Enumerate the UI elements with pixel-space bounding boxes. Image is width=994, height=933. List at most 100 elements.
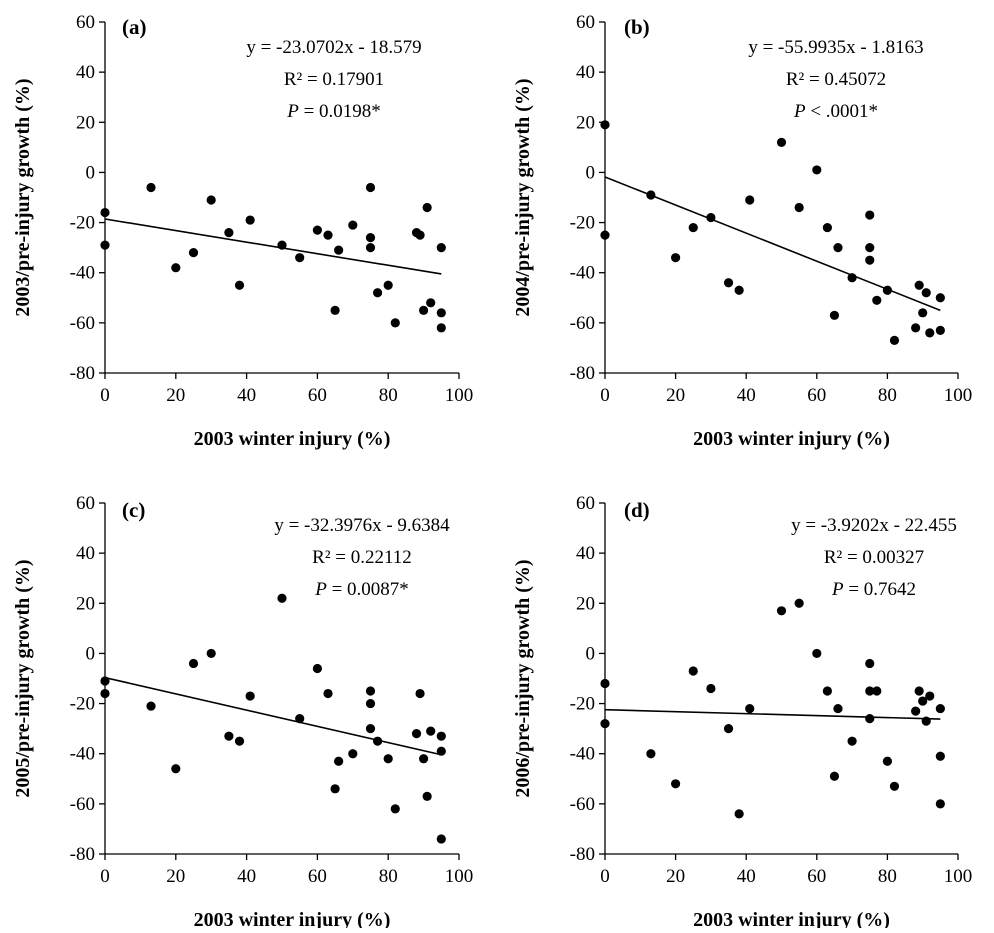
data-point [365, 182, 376, 193]
data-point [411, 729, 422, 739]
x-tick-label: 0 [100, 385, 110, 406]
data-point [436, 834, 446, 844]
data-point [794, 202, 804, 213]
y-tick-label: -80 [70, 363, 95, 384]
y-tick-label: -20 [570, 213, 595, 234]
panel-label: (a) [122, 15, 147, 39]
x-tick-label: 100 [445, 866, 474, 887]
p-value: = 0.0198* [299, 101, 381, 122]
x-tick-label: 100 [445, 385, 474, 406]
data-point [330, 784, 340, 794]
y-tick-label: 0 [86, 643, 96, 664]
data-point [822, 686, 832, 696]
data-point [935, 325, 945, 335]
data-point [188, 248, 199, 258]
panel-c: -80 -60 -40 -20 0 20 40 60 0 20 40 60 80 100 2003 wint… [12, 493, 474, 931]
data-point [671, 779, 681, 789]
data-point [723, 724, 734, 734]
data-point [436, 746, 446, 756]
data-point [426, 726, 436, 736]
data-point [872, 686, 882, 696]
panel-label: (d) [624, 498, 650, 522]
data-point [925, 691, 935, 701]
y-tick-label: -80 [570, 363, 595, 384]
data-point [365, 724, 376, 734]
x-tick-label: 60 [807, 866, 826, 887]
data-point [706, 212, 716, 223]
data-point [245, 691, 255, 701]
p-value-label: P = 0.7642 [831, 579, 916, 600]
data-point [833, 703, 843, 714]
data-point [323, 688, 333, 699]
trend-line [104, 676, 442, 756]
data-point [935, 799, 945, 809]
data-point [436, 731, 446, 741]
x-tick-label: 20 [666, 385, 685, 406]
x-tick-label: 40 [737, 385, 756, 406]
data-point [171, 764, 181, 774]
data-point [865, 255, 875, 265]
data-point [776, 137, 787, 147]
data-point [100, 688, 110, 699]
data-point [277, 240, 287, 250]
data-point [646, 749, 656, 759]
x-tick-label: 100 [944, 866, 973, 887]
data-point [865, 210, 875, 220]
y-tick-label: -20 [570, 694, 595, 715]
x-axis-title: 2003 winter injury (%) [194, 428, 391, 450]
data-point [935, 751, 945, 761]
data-point [365, 686, 376, 696]
y-tick-label: 20 [76, 593, 95, 614]
y-tick-label: 20 [76, 112, 95, 133]
data-point [383, 754, 393, 764]
y-tick-label: 60 [76, 12, 95, 33]
data-point [224, 228, 234, 238]
data-point [734, 285, 744, 295]
y-axis-title: 2004/pre-injury growth (%) [512, 78, 534, 316]
y-tick-label: 20 [576, 593, 595, 614]
x-tick-label: 80 [379, 866, 398, 887]
data-point [234, 280, 245, 290]
x-tick-label: 40 [237, 866, 256, 887]
data-point [234, 736, 245, 746]
x-tick-label: 0 [600, 866, 610, 887]
data-point [865, 243, 875, 253]
data-point [776, 606, 787, 616]
x-tick-label: 60 [308, 866, 327, 887]
data-point [723, 278, 734, 288]
data-point [415, 688, 425, 699]
data-point [671, 253, 681, 263]
x-tick-label: 80 [878, 866, 897, 887]
data-point [865, 714, 875, 724]
data-point [277, 593, 287, 603]
data-point [436, 308, 446, 318]
y-tick-label: -20 [70, 213, 95, 234]
data-point [911, 323, 921, 333]
x-tick-label: 20 [666, 866, 685, 887]
data-point [865, 658, 875, 669]
y-tick-label: -80 [70, 844, 95, 865]
data-point [889, 335, 900, 346]
x-tick-label: 40 [737, 866, 756, 887]
data-point [935, 703, 945, 714]
trend-line [104, 218, 442, 275]
x-tick-label: 0 [100, 866, 110, 887]
regression-equation: y = -32.3976x - 9.6384 [274, 515, 450, 536]
data-point [822, 222, 832, 233]
data-point [921, 288, 931, 298]
y-tick-label: 0 [586, 162, 596, 183]
regression-equation: y = -23.0702x - 18.579 [246, 37, 421, 58]
panel-a: -80 -60 -40 -20 0 20 40 60 0 20 40 60 80 100 2003 wint… [12, 12, 473, 450]
y-tick-label: 40 [576, 62, 595, 83]
data-point [312, 225, 322, 235]
data-point [100, 676, 110, 686]
y-axis-title: 2005/pre-injury growth (%) [12, 559, 34, 797]
data-point [882, 285, 893, 295]
y-tick-label: 20 [576, 112, 595, 133]
r-squared-label: R² = 0.00327 [824, 547, 924, 568]
y-axis-title: 2006/pre-injury growth (%) [512, 559, 534, 797]
panel-label: (c) [122, 498, 145, 522]
data-point [146, 182, 156, 193]
y-tick-label: -60 [70, 313, 95, 334]
